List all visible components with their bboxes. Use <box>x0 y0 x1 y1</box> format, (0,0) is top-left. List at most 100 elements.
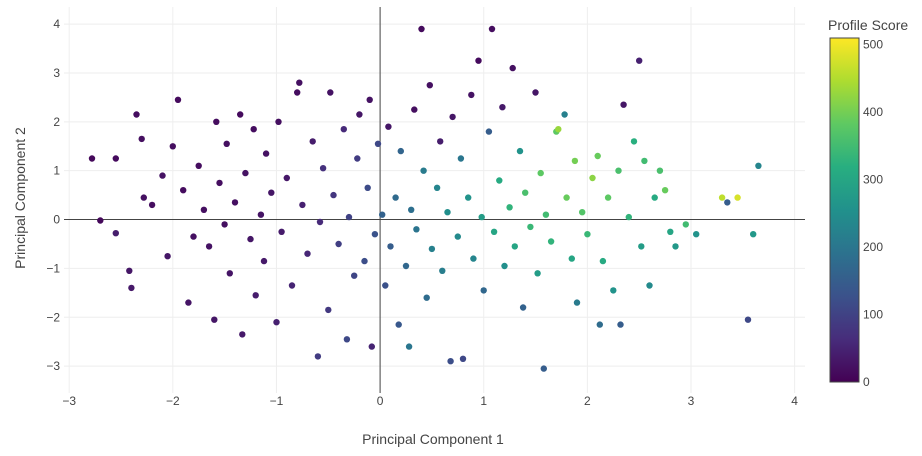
scatter-point <box>237 111 244 118</box>
scatter-point <box>413 226 420 233</box>
scatter-point <box>148 201 156 209</box>
scatter-point <box>563 194 570 201</box>
scatter-point <box>288 282 296 289</box>
scatter-point <box>247 235 254 243</box>
grid-layer <box>64 7 805 393</box>
x-axis-ticks: −3 −2 −1 0 1 2 3 4 <box>62 394 798 408</box>
scatter-point <box>345 213 353 221</box>
y-tick-label: 4 <box>53 17 60 31</box>
scatter-point <box>112 230 120 237</box>
scatter-point <box>519 304 527 311</box>
scatter-point <box>351 272 358 279</box>
colorbar-tick-label: 300 <box>863 173 883 187</box>
scatter-point <box>257 211 265 218</box>
scatter-point <box>457 155 465 162</box>
scatter-point <box>408 206 415 213</box>
scatter-point <box>496 177 503 184</box>
scatter-point <box>392 194 399 201</box>
scatter-point <box>444 209 451 216</box>
scatter-point <box>617 321 624 328</box>
scatter-point <box>239 331 246 338</box>
scatter-point <box>594 152 601 160</box>
scatter-point <box>140 194 147 201</box>
scatter-point <box>316 218 324 226</box>
scatter-point <box>195 162 202 169</box>
scatter-point <box>364 184 371 191</box>
scatter-point <box>638 243 645 250</box>
scatter-point <box>354 155 361 162</box>
x-tick-label: 0 <box>377 394 384 408</box>
scatter-point <box>599 257 607 265</box>
scatter-point <box>314 353 322 360</box>
scatter-point <box>573 299 581 306</box>
scatter-point <box>468 91 475 99</box>
scatter-point <box>283 174 290 182</box>
scatter-point <box>169 143 176 150</box>
y-tick-label: 1 <box>53 164 60 178</box>
scatter-point <box>667 228 674 235</box>
x-tick-label: 3 <box>688 394 695 408</box>
scatter-point <box>296 79 303 86</box>
scatter-point <box>371 231 379 238</box>
colorbar-tick-label: 0 <box>863 375 870 389</box>
scatter-point <box>304 250 311 257</box>
scatter-point <box>366 96 373 104</box>
scatter-point <box>651 194 658 201</box>
scatter-point <box>126 267 133 274</box>
scatter-point <box>561 111 568 118</box>
scatter-point <box>480 287 487 294</box>
scatter-point <box>231 199 239 206</box>
colorbar-ticks: 0 100 200 300 400 500 <box>863 38 883 389</box>
scatter-point <box>343 336 351 343</box>
scatter-point <box>540 365 547 372</box>
scatter-point <box>490 228 498 235</box>
x-tick-label: 1 <box>480 394 487 408</box>
scatter-point <box>437 138 444 145</box>
scatter-point <box>385 123 392 130</box>
scatter-point <box>610 287 617 294</box>
scatter-point <box>260 257 268 265</box>
scatter-point <box>335 240 342 248</box>
scatter-point <box>584 231 591 238</box>
x-tick-label: −2 <box>166 394 180 408</box>
zero-lines <box>64 7 805 393</box>
y-tick-label: 2 <box>53 115 60 129</box>
scatter-point <box>97 217 104 224</box>
scatter-point <box>250 126 257 133</box>
y-tick-label: −1 <box>46 261 60 275</box>
scatter-point <box>411 106 418 113</box>
scatter-point <box>325 306 332 314</box>
scatter-point <box>299 201 306 209</box>
scatter-point <box>180 187 187 194</box>
scatter-point <box>433 184 441 191</box>
scatter-point <box>268 189 275 196</box>
scatter-point <box>368 343 375 350</box>
scatter-point <box>604 194 612 201</box>
scatter-point <box>485 128 493 135</box>
scatter-point <box>620 101 627 108</box>
scatter-point <box>128 284 135 292</box>
scatter-point <box>672 243 679 250</box>
colorbar-tick-label: 100 <box>863 308 883 322</box>
scatter-point <box>755 162 762 169</box>
scatter-point <box>340 126 347 133</box>
scatter-point <box>488 25 496 33</box>
scatter-point <box>112 155 120 162</box>
scatter-point <box>734 194 741 201</box>
x-tick-label: 2 <box>584 394 591 408</box>
scatter-point <box>382 282 389 289</box>
x-tick-label: −1 <box>270 394 284 408</box>
scatter-point <box>423 294 430 301</box>
y-tick-label: 3 <box>53 66 60 80</box>
scatter-point <box>454 233 461 240</box>
colorbar-tick-label: 500 <box>863 38 883 52</box>
points-layer <box>88 25 762 372</box>
y-tick-label: 0 <box>53 213 60 227</box>
scatter-point <box>682 221 689 228</box>
colorbar-tick-label: 400 <box>863 105 883 119</box>
scatter-point <box>499 104 506 111</box>
scatter-point <box>718 194 726 201</box>
scatter-point <box>133 111 140 118</box>
scatter-point <box>615 167 622 174</box>
